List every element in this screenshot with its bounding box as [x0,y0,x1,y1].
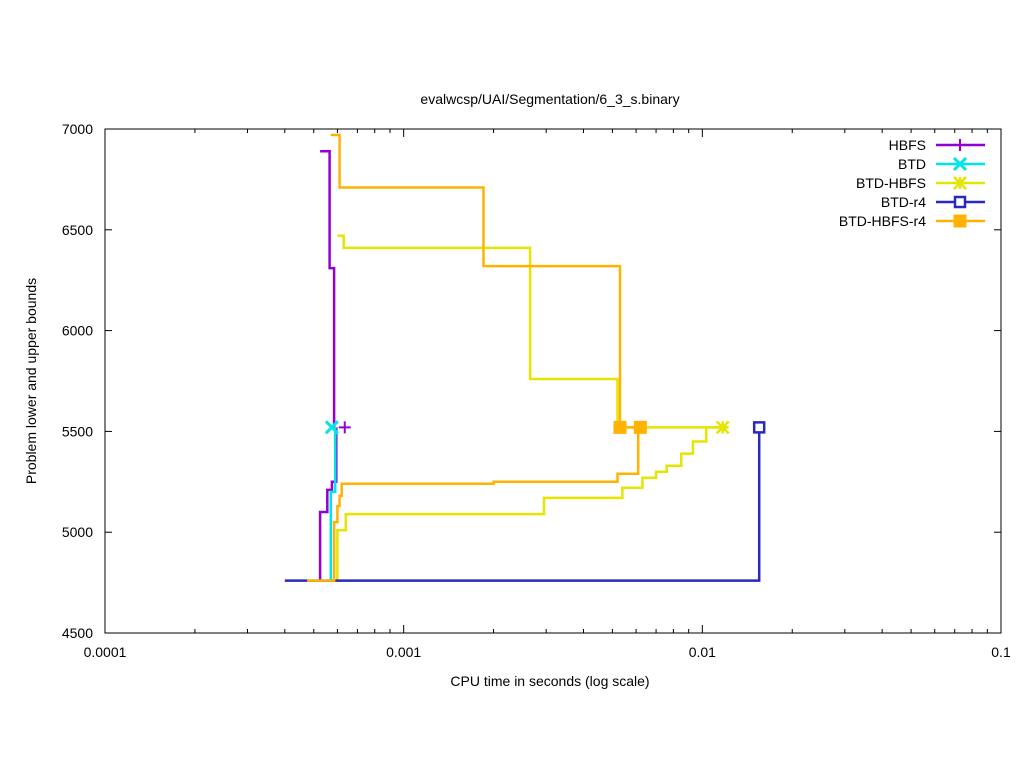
axes: 4500 5000 5500 6000 6500 7000 0.0001 0.001 0.01 0… [62,121,1011,660]
y-tick-label: 5000 [62,524,93,540]
chart-title: evalwcsp/UAI/Segmentation/6_3_s.binary [420,91,679,107]
series-btd-hbfs-r4-lower-line [307,426,641,582]
series-btd-hbfs-r4-point [613,420,627,434]
legend-label: BTD-HBFS-r4 [839,213,926,229]
y-tick-label: 7000 [62,121,93,137]
legend-marker [952,156,968,172]
plot-frame [104,128,1002,634]
x-tick-label: 0.01 [689,644,716,660]
series-btd-hbfs-r4-upper-line [330,133,641,429]
series-btd-r4-point [752,421,766,434]
legend: HBFS BTD BTD-HBFS BTD-r4 BTD-HBFS-r4 [839,137,985,229]
series-lines [284,133,766,582]
y-tick-label: 6500 [62,222,93,238]
x-tick-label: 0.1 [991,644,1011,660]
series-btd-hbfs-r4 [307,133,647,582]
legend-marker [954,139,966,151]
series-btd-point-d2 [324,420,339,435]
legend-label: HBFS [889,137,926,153]
legend-marker-box [953,214,967,228]
legend-item-btd-hbfs-r4: BTD-HBFS-r4 [839,213,985,229]
series-btd-r4-point-box [752,421,766,434]
legend-item-btd-r4: BTD-r4 [881,194,985,210]
y-tick-label: 5500 [62,423,93,439]
x-tick-label: 0.0001 [84,644,127,660]
series-btd-lower-line [329,427,337,581]
legend-label: BTD-r4 [881,194,926,210]
y-tick-label: 6000 [62,323,93,339]
x-axis-label: CPU time in seconds (log scale) [450,673,649,689]
legend-marker-d2 [952,156,968,172]
legend-item-btd: BTD [898,156,985,172]
series-btd-hbfs-point [715,420,730,435]
series-btd-r4 [284,421,766,582]
x-tick-label: 0.001 [386,644,421,660]
series-btd-hbfs [336,234,730,581]
series-btd [324,420,339,581]
legend-label: BTD [898,156,926,172]
series-hbfs-upper-line [320,149,336,428]
y-axis-label: Problem lower and upper bounds [23,278,39,484]
series-btd-hbfs-lower-line [336,426,723,581]
series-hbfs-point [338,421,351,434]
legend-marker [953,195,967,209]
series-btd-hbfs-r4-point-box [633,420,647,434]
legend-item-hbfs: HBFS [889,137,985,153]
legend-marker [953,176,967,190]
legend-label: BTD-HBFS [856,175,926,191]
series-btd-point [324,420,339,435]
series-btd-hbfs-r4-point [633,420,647,434]
legend-marker-box [953,195,967,209]
series-btd-hbfs-upper-line [337,234,723,429]
legend-item-btd-hbfs: BTD-HBFS [856,175,985,191]
series-btd-r4-lower-line [284,427,761,582]
y-tick-label: 4500 [62,625,93,641]
series-btd-hbfs-r4-point-box [613,420,627,434]
legend-marker [953,214,967,228]
